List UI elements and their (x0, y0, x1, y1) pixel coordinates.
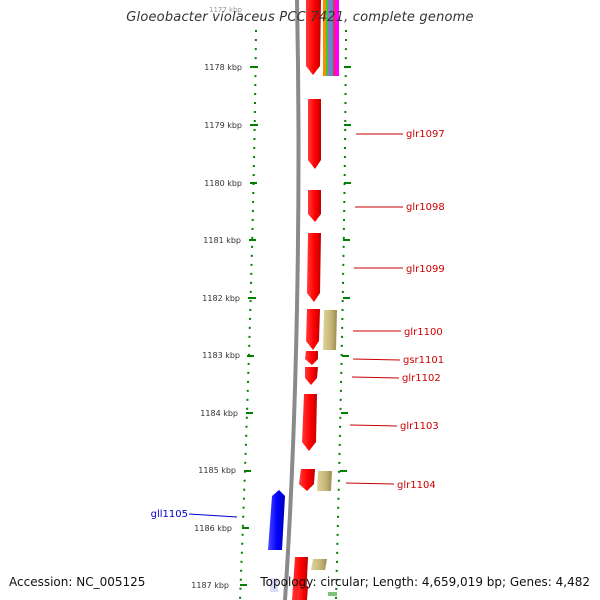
gene-leader-lines (188, 133, 403, 518)
gene-label-gsr1101[interactable]: gsr1101 (403, 355, 444, 366)
ruler-label-1187: 1187 kbp (191, 581, 229, 590)
gene-label-glr1097[interactable]: glr1097 (406, 129, 445, 140)
gene-arrow-glr1102[interactable] (305, 367, 318, 385)
ruler-label-1184: 1184 kbp (200, 409, 238, 418)
gene-arrow-bottom-2[interactable] (297, 586, 308, 600)
gene-label-glr1099[interactable]: glr1099 (406, 264, 445, 275)
khaki-feature-1100[interactable] (323, 310, 337, 350)
ruler-label-1179: 1179 kbp (204, 121, 242, 130)
gene-labels: glr1097 glr1098 glr1099 glr1100 gsr1101 … (151, 129, 445, 520)
gene-arrow-glr1098[interactable] (308, 190, 321, 222)
gene-label-glr1104[interactable]: glr1104 (397, 480, 436, 491)
gene-arrow-glr1100[interactable] (306, 309, 320, 350)
gene-label-glr1098[interactable]: glr1098 (406, 202, 445, 213)
gene-arrow-glr1104[interactable] (299, 469, 315, 491)
genome-title: Gloeobacter violaceus PCC 7421, complete… (126, 10, 474, 25)
topology-text: Topology: circular; Length: 4,659,019 bp… (260, 575, 590, 589)
gene-arrow-gsr1101[interactable] (305, 351, 318, 365)
green-feature-bottom[interactable] (328, 592, 337, 596)
ruler-track-outer (335, 29, 347, 600)
ruler-label-1181: 1181 kbp (203, 236, 241, 245)
khaki-feature-1104[interactable] (317, 471, 332, 491)
gene-label-glr1100[interactable]: glr1100 (404, 327, 443, 338)
khaki-feature-bottom[interactable] (311, 559, 327, 570)
gene-arrow-glr1097[interactable] (308, 99, 321, 169)
blue-feature-bottom[interactable] (270, 578, 278, 592)
outer-tick-marks (340, 66, 351, 472)
ruler-track-inner (239, 29, 257, 600)
gene-arrow-gll1105[interactable] (268, 490, 285, 550)
ruler-label-1185: 1185 kbp (198, 466, 236, 475)
gene-arrow-glr1103[interactable] (302, 394, 317, 451)
ruler-label-1186: 1186 kbp (194, 524, 232, 533)
ruler-label-partial: 1177 kbp (209, 6, 243, 14)
ruler-label-1180: 1180 kbp (204, 179, 242, 188)
genome-backbone (283, 0, 301, 600)
ruler-label-1183: 1183 kbp (202, 351, 240, 360)
gene-label-gll1105[interactable]: gll1105 (151, 509, 188, 520)
gene-label-glr1102[interactable]: glr1102 (402, 373, 441, 384)
accession-text: Accession: NC_005125 (9, 575, 146, 589)
ruler-labels: 1178 kbp 1179 kbp 1180 kbp 1181 kbp 1182… (191, 63, 258, 590)
multicolor-feature[interactable] (323, 0, 339, 76)
ruler-label-1182: 1182 kbp (202, 294, 240, 303)
gene-arrow-top[interactable] (306, 0, 321, 75)
ruler-top-partial: 1177 kbp (196, 3, 244, 15)
gene-arrow-glr1099[interactable] (307, 233, 321, 302)
gene-label-glr1103[interactable]: glr1103 (400, 421, 439, 432)
ruler-label-1178: 1178 kbp (204, 63, 242, 72)
